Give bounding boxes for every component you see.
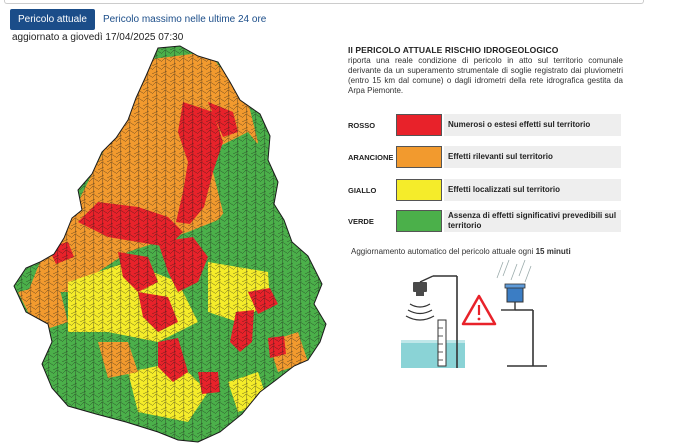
panel-title: Il PERICOLO ATTUALE RISCHIO IDROGEOLOGIC… bbox=[348, 45, 559, 55]
legend-swatch-green bbox=[396, 210, 442, 232]
top-bar bbox=[0, 0, 680, 6]
auto-update-note: Aggiornamento automatico del pericolo at… bbox=[351, 247, 571, 256]
legend-label: ARANCIONE bbox=[348, 153, 394, 162]
piemonte-map[interactable] bbox=[8, 42, 328, 446]
rain-gauge-icon bbox=[496, 259, 547, 367]
legend-row-verde: VERDE Assenza di effetti significativi p… bbox=[348, 210, 623, 232]
search-input[interactable] bbox=[4, 0, 644, 4]
tab-max-hazard-24h[interactable]: Pericolo massimo nelle ultime 24 ore bbox=[102, 14, 267, 25]
legend-label: GIALLO bbox=[348, 186, 377, 195]
panel-description: riporta una reale condizione di pericolo… bbox=[348, 56, 623, 95]
legend-swatch-orange bbox=[396, 146, 442, 168]
legend-text: Effetti rilevanti sul territorio bbox=[444, 146, 621, 168]
auto-update-interval: 15 minuti bbox=[535, 247, 571, 256]
tab-bar: Pericolo attuale Pericolo massimo nelle … bbox=[10, 9, 266, 30]
legend-text: Assenza di effetti significativi prevedi… bbox=[444, 210, 621, 232]
legend-row-arancione: ARANCIONE Effetti rilevanti sul territor… bbox=[348, 146, 623, 168]
auto-update-prefix: Aggiornamento automatico del pericolo at… bbox=[351, 247, 534, 256]
legend-row-giallo: GIALLO Effetti localizzati sul territori… bbox=[348, 179, 623, 201]
legend-text: Numerosi o estesi effetti sul territorio bbox=[444, 114, 621, 136]
monitoring-illustration bbox=[401, 259, 547, 368]
legend-row-rosso: ROSSO Numerosi o estesi effetti sul terr… bbox=[348, 114, 623, 136]
warning-triangle-icon bbox=[461, 294, 497, 326]
legend-text: Effetti localizzati sul territorio bbox=[444, 179, 621, 201]
update-timestamp: aggiornato a giovedì 17/04/2025 07:30 bbox=[12, 32, 184, 43]
legend-swatch-yellow bbox=[396, 179, 442, 201]
legend-label: VERDE bbox=[348, 217, 374, 226]
hazard-info-panel: Il PERICOLO ATTUALE RISCHIO IDROGEOLOGIC… bbox=[348, 45, 623, 96]
hydrometer-sensor-icon bbox=[401, 275, 465, 368]
legend-swatch-red bbox=[396, 114, 442, 136]
tab-current-hazard[interactable]: Pericolo attuale bbox=[10, 9, 95, 30]
legend-label: ROSSO bbox=[348, 121, 376, 130]
